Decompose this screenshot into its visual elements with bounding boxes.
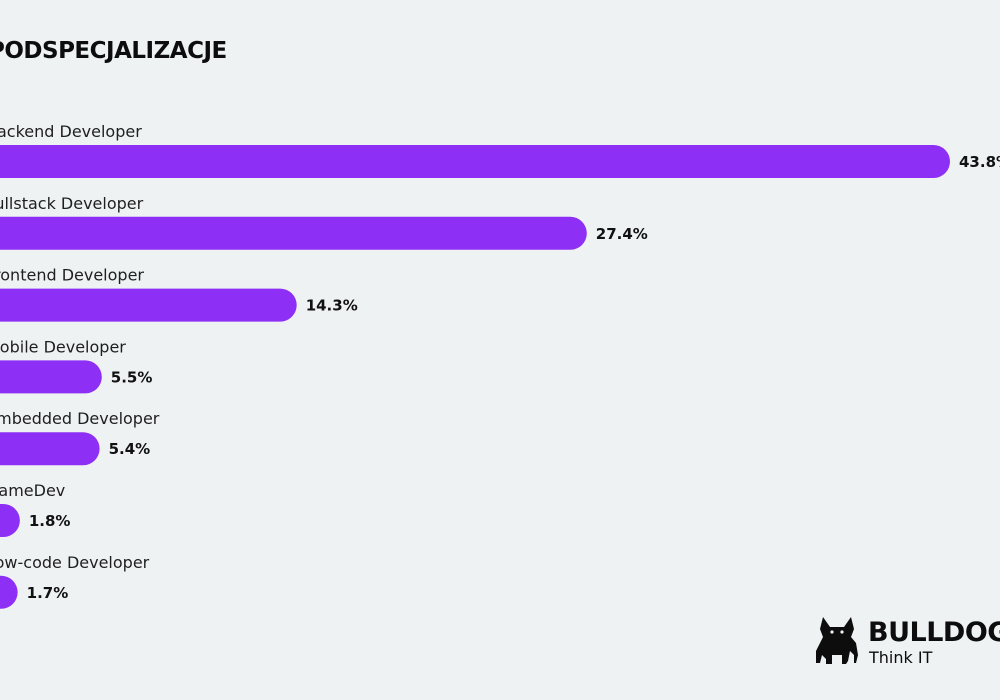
bar-low-code-developer <box>0 575 18 609</box>
category-label-fullstack-developer: Fullstack Developer <box>0 194 144 213</box>
category-label-backend-developer: Backend Developer <box>0 122 142 141</box>
brand-name: BULLDOGJOB <box>868 617 1000 648</box>
category-label-mobile-developer: Mobile Developer <box>0 337 126 356</box>
value-label-frontend-developer: 14.3% <box>306 297 358 315</box>
category-label-frontend-developer: Frontend Developer <box>0 266 144 285</box>
value-label-embedded-developer: 5.4% <box>109 440 151 458</box>
bulldogjob-logo: BULLDOGJOB Think IT <box>810 615 1000 670</box>
value-label-mobile-developer: 5.5% <box>111 368 153 386</box>
bar-gamedev <box>0 504 20 537</box>
chart-title: PODSPECJALIZACJE <box>0 38 227 64</box>
brand-tagline: Think IT <box>869 648 933 667</box>
value-label-fullstack-developer: 27.4% <box>596 225 648 243</box>
bar-mobile-developer <box>0 360 102 394</box>
bar-embedded-developer <box>0 432 100 466</box>
bar-fullstack-developer <box>0 216 587 250</box>
value-label-low-code-developer: 1.7% <box>27 584 69 602</box>
bar-frontend-developer <box>0 288 297 322</box>
bar-backend-developer <box>0 145 950 178</box>
category-label-embedded-developer: Embedded Developer <box>0 409 160 428</box>
french-bulldog-icon <box>816 617 858 664</box>
category-label-gamedev: GameDev <box>0 481 65 500</box>
value-label-gamedev: 1.8% <box>29 512 71 530</box>
category-label-low-code-developer: Low-code Developer <box>0 553 150 572</box>
value-label-backend-developer: 43.8% <box>959 153 1000 171</box>
